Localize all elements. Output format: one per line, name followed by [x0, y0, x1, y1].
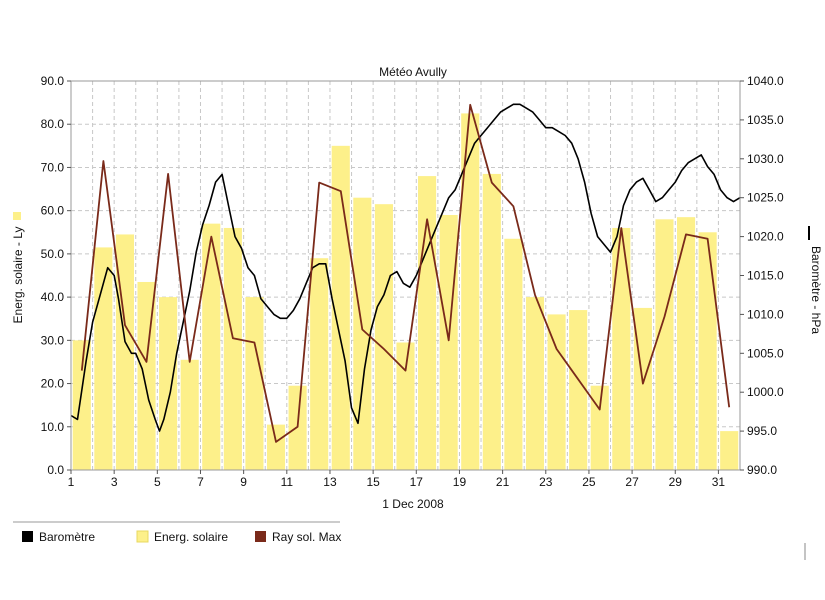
bar-energ-solaire: [676, 217, 696, 470]
left-axis-legend-swatch: [13, 212, 21, 220]
x-tick-label: 17: [410, 475, 424, 489]
bar-energ-solaire: [547, 314, 566, 470]
x-tick-label: 1: [68, 475, 75, 489]
bar-energ-solaire: [439, 214, 458, 470]
bar-energ-solaire: [180, 359, 199, 470]
bar-energ-solaire: [245, 297, 264, 470]
bar-energ-solaire: [655, 219, 674, 470]
legend-label: Baromètre: [39, 530, 95, 544]
bar-energ-solaire: [396, 342, 415, 470]
y-left-tick-label: 80.0: [41, 117, 65, 131]
axis-ticks: 1 3 5 7 9 11 13 15 17 19 21 23 25 27 29 310.010.020.030…: [41, 74, 784, 489]
line-barom-tre: [70, 103, 741, 432]
legend-swatch: [136, 530, 149, 543]
bar-energ-solaire: [374, 204, 393, 470]
y-axis-right-label: Baromètre - hPa: [809, 246, 823, 334]
bar-energ-solaire: [159, 297, 178, 470]
y-left-tick-label: 10.0: [41, 420, 65, 434]
y-right-tick-label: 1010.0: [747, 307, 784, 321]
bar-energ-solaire: [72, 340, 91, 470]
y-right-tick-label: 1015.0: [747, 269, 784, 283]
y-axis-left-label: Energ. solaire - Ly: [11, 227, 25, 324]
x-tick-label: 7: [197, 475, 204, 489]
bar-energ-solaire: [310, 258, 329, 470]
line-ray-sol-max: [80, 103, 731, 443]
x-axis-label: 1 Dec 2008: [382, 497, 444, 511]
legend-swatch: [255, 531, 266, 542]
x-tick-label: 31: [712, 475, 726, 489]
bar-energ-solaire: [698, 232, 717, 470]
y-right-tick-label: 1025.0: [747, 191, 784, 205]
y-left-tick-label: 90.0: [41, 74, 65, 88]
bar-energ-solaire: [569, 310, 588, 470]
y-right-tick-label: 1040.0: [747, 74, 784, 88]
bar-energ-solaire: [482, 173, 501, 470]
x-tick-label: 13: [323, 475, 337, 489]
x-tick-label: 29: [669, 475, 683, 489]
x-tick-label: 15: [366, 475, 380, 489]
y-right-tick-label: 995.0: [747, 424, 777, 438]
y-left-tick-label: 0.0: [47, 463, 64, 477]
y-right-tick-label: 1005.0: [747, 346, 784, 360]
x-tick-label: 23: [539, 475, 553, 489]
bar-energ-solaire: [461, 113, 480, 471]
y-right-tick-label: 990.0: [747, 463, 777, 477]
y-right-tick-label: 1030.0: [747, 152, 784, 166]
y-right-tick-label: 1035.0: [747, 113, 784, 127]
y-left-tick-label: 50.0: [41, 247, 65, 261]
y-right-tick-label: 1000.0: [747, 385, 784, 399]
y-left-tick-label: 60.0: [41, 204, 65, 218]
bar-energ-solaire: [525, 297, 545, 470]
bar-energ-solaire: [202, 223, 221, 470]
bar-energ-solaire: [353, 197, 372, 470]
x-tick-label: 19: [453, 475, 467, 489]
x-tick-label: 9: [240, 475, 247, 489]
bar-energ-solaire: [331, 145, 350, 471]
legend: Baromètre Energ. solaire Ray sol. Max: [22, 530, 341, 544]
x-tick-label: 5: [154, 475, 161, 489]
y-left-tick-label: 20.0: [41, 377, 65, 391]
x-tick-label: 11: [281, 475, 294, 489]
bar-energ-solaire: [266, 424, 286, 470]
bar-series-energ-solaire: [72, 113, 739, 471]
legend-swatch: [22, 531, 33, 542]
legend-label: Energ. solaire: [154, 530, 228, 544]
x-tick-label: 21: [496, 475, 510, 489]
bar-energ-solaire: [720, 431, 739, 470]
x-tick-label: 25: [582, 475, 596, 489]
line-series-group: [70, 103, 741, 443]
legend-label: Ray sol. Max: [272, 530, 341, 544]
bar-energ-solaire: [504, 238, 523, 470]
bar-energ-solaire: [94, 247, 113, 470]
y-right-tick-label: 1020.0: [747, 230, 784, 244]
bar-energ-solaire: [223, 227, 242, 470]
x-tick-label: 27: [625, 475, 639, 489]
y-left-tick-label: 40.0: [41, 290, 65, 304]
x-tick-label: 3: [111, 475, 118, 489]
bar-energ-solaire: [612, 227, 631, 470]
bar-energ-solaire: [590, 385, 609, 470]
y-left-tick-label: 30.0: [41, 333, 65, 347]
y-left-tick-label: 70.0: [41, 160, 65, 174]
chart-title: Météo Avully: [379, 65, 447, 79]
